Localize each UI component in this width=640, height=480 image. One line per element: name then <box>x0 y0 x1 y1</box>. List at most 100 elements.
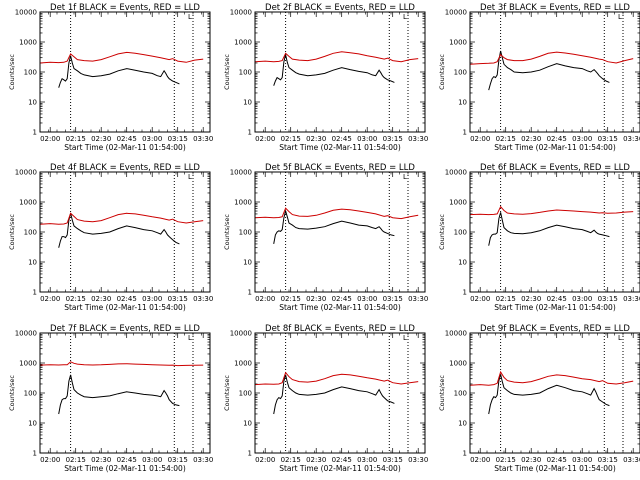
x-tick-label: 02:15 <box>496 295 516 303</box>
y-tick-label: 10000 <box>445 169 467 177</box>
y-tick-label: 1 <box>248 450 252 458</box>
series-line-lld <box>40 51 204 64</box>
x-tick-label: 02:30 <box>91 135 111 143</box>
x-tick-label: 02:30 <box>306 295 326 303</box>
series-line-events <box>488 374 610 415</box>
y-tick-label: 1000 <box>19 39 37 47</box>
y-axis-label: Counts/sec <box>438 375 446 411</box>
x-tick-label: 02:30 <box>521 295 541 303</box>
x-axis-label: Start Time (02-Mar-11 01:54:00) <box>494 143 616 152</box>
y-axis-label: Counts/sec <box>223 214 231 250</box>
series-line-events <box>58 374 180 415</box>
y-tick-label: 10 <box>458 259 467 267</box>
y-tick-label: 1000 <box>449 360 467 368</box>
x-tick-label: 02:00 <box>470 135 490 143</box>
x-tick-label: 02:00 <box>255 135 275 143</box>
x-tick-label: 02:45 <box>117 295 137 303</box>
y-tick-label: 1000 <box>234 360 252 368</box>
x-tick-label: 02:45 <box>332 295 352 303</box>
x-tick-label: 03:30 <box>408 135 428 143</box>
x-tick-label: 03:15 <box>168 135 188 143</box>
x-tick-label: 02:30 <box>91 456 111 464</box>
y-tick-label: 100 <box>24 390 37 398</box>
marker-label: L <box>403 173 407 181</box>
y-tick-label: 10000 <box>15 9 37 17</box>
y-tick-label: 1 <box>463 129 467 137</box>
x-tick-label: 02:45 <box>332 135 352 143</box>
marker-label: L <box>188 334 192 342</box>
y-tick-label: 100 <box>239 390 252 398</box>
x-tick-label: 03:00 <box>142 456 162 464</box>
x-tick-label: 02:45 <box>547 135 567 143</box>
y-tick-label: 1000 <box>234 199 252 207</box>
x-tick-label: 03:30 <box>193 135 213 143</box>
x-tick-label: 03:00 <box>357 135 377 143</box>
y-tick-label: 1 <box>248 289 252 297</box>
plot-frame <box>39 332 211 454</box>
y-tick-label: 1 <box>463 450 467 458</box>
x-tick-label: 02:00 <box>470 456 490 464</box>
x-tick-label: 02:30 <box>306 135 326 143</box>
x-tick-label: 02:30 <box>521 456 541 464</box>
x-axis-label: Start Time (02-Mar-11 01:54:00) <box>279 143 401 152</box>
y-tick-label: 100 <box>454 229 467 237</box>
x-axis-label: Start Time (02-Mar-11 01:54:00) <box>494 464 616 473</box>
plot-frame <box>39 171 211 293</box>
marker-label: L <box>403 13 407 21</box>
y-tick-label: 100 <box>239 69 252 77</box>
x-tick-label: 02:00 <box>40 456 60 464</box>
y-tick-label: 100 <box>239 229 252 237</box>
y-tick-label: 10 <box>28 420 37 428</box>
x-tick-label: 02:15 <box>496 135 516 143</box>
x-tick-label: 03:30 <box>193 295 213 303</box>
x-tick-label: 03:00 <box>572 295 592 303</box>
plot-frame <box>469 171 640 293</box>
x-tick-label: 03:15 <box>168 295 188 303</box>
x-tick-label: 03:00 <box>142 135 162 143</box>
x-tick-label: 03:15 <box>383 456 403 464</box>
y-axis-label: Counts/sec <box>438 54 446 90</box>
y-axis-label: Counts/sec <box>223 54 231 90</box>
y-tick-label: 10 <box>28 99 37 107</box>
series-line-lld <box>470 370 634 386</box>
y-tick-label: 100 <box>454 69 467 77</box>
y-tick-label: 100 <box>454 390 467 398</box>
x-tick-label: 03:30 <box>408 456 428 464</box>
x-tick-label: 02:45 <box>117 456 137 464</box>
x-tick-label: 02:15 <box>281 135 301 143</box>
x-tick-label: 03:30 <box>623 456 640 464</box>
x-tick-label: 03:15 <box>383 295 403 303</box>
y-tick-label: 10000 <box>445 9 467 17</box>
marker-label: L <box>618 173 622 181</box>
y-tick-label: 10000 <box>15 330 37 338</box>
marker-label: L <box>618 334 622 342</box>
plot-frame <box>469 11 640 133</box>
x-axis-label: Start Time (02-Mar-11 01:54:00) <box>279 303 401 312</box>
plot-frame <box>39 11 211 133</box>
chart-title: Det 3f BLACK = Events, RED = LLD <box>480 3 630 13</box>
y-tick-label: 1 <box>33 450 37 458</box>
y-tick-label: 10000 <box>230 9 252 17</box>
y-tick-label: 1000 <box>19 360 37 368</box>
y-tick-label: 1000 <box>449 199 467 207</box>
x-tick-label: 02:45 <box>547 295 567 303</box>
series-line-events <box>488 50 610 91</box>
chart-title: Det 7f BLACK = Events, RED = LLD <box>50 324 200 334</box>
y-tick-label: 10 <box>458 99 467 107</box>
x-tick-label: 03:30 <box>193 456 213 464</box>
x-tick-label: 03:00 <box>357 295 377 303</box>
y-tick-label: 10 <box>458 420 467 428</box>
x-tick-label: 02:00 <box>40 295 60 303</box>
marker-label: L <box>188 173 192 181</box>
x-tick-label: 03:00 <box>572 456 592 464</box>
series-line-lld <box>40 361 204 367</box>
x-tick-label: 02:45 <box>117 135 137 143</box>
y-axis-label: Counts/sec <box>8 214 16 250</box>
x-tick-label: 02:30 <box>521 135 541 143</box>
y-tick-label: 10000 <box>445 330 467 338</box>
